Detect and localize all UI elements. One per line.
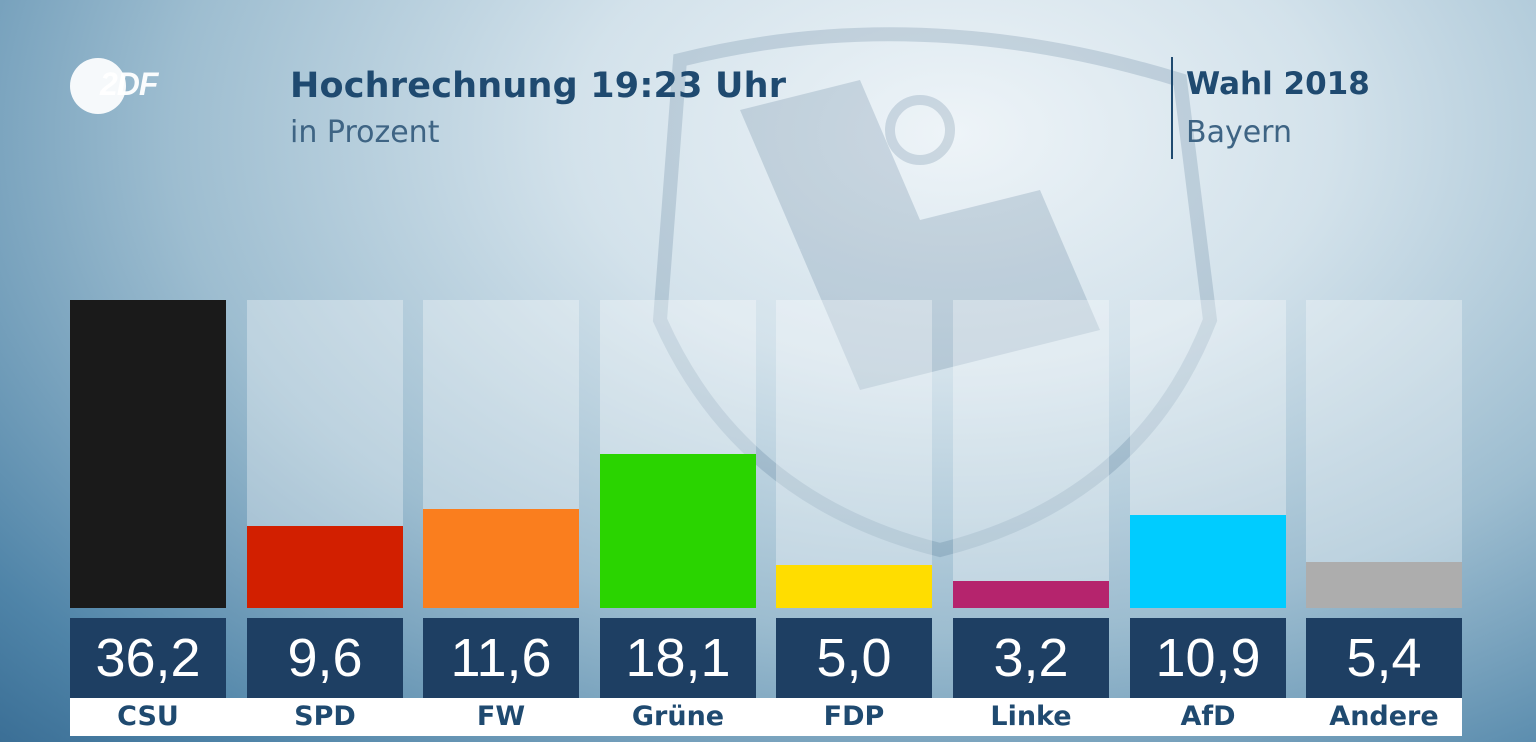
bar-grüne (600, 454, 756, 608)
chart-title: Hochrechnung 19:23 Uhr (290, 66, 787, 106)
bar-track (1130, 300, 1286, 608)
bar-track (423, 300, 579, 608)
bar-linke (953, 581, 1109, 608)
category-label-grüne: Grüne (600, 698, 756, 736)
value-label-grüne: 18,1 (600, 618, 756, 698)
bar-afd (1130, 515, 1286, 608)
bar-andere (1306, 562, 1462, 608)
bar-track (247, 300, 403, 608)
value-label-linke: 3,2 (953, 618, 1109, 698)
zdf-logo-circle (70, 58, 126, 114)
zdf-logo-text: 2DF (100, 66, 158, 102)
bar-track (776, 300, 932, 608)
bar-fw (423, 509, 579, 608)
category-label-spd: SPD (247, 698, 403, 736)
bar-track (1306, 300, 1462, 608)
category-label-fdp: FDP (776, 698, 932, 736)
category-label-csu: CSU (70, 698, 226, 736)
value-label-andere: 5,4 (1306, 618, 1462, 698)
category-label-linke: Linke (953, 698, 1109, 736)
category-label-fw: FW (423, 698, 579, 736)
category-label-afd: AfD (1130, 698, 1286, 736)
bar-track (953, 300, 1109, 608)
header-divider (1171, 57, 1173, 159)
election-name: Wahl 2018 (1186, 66, 1370, 102)
value-label-fw: 11,6 (423, 618, 579, 698)
value-label-spd: 9,6 (247, 618, 403, 698)
value-label-fdp: 5,0 (776, 618, 932, 698)
chart-subtitle: in Prozent (290, 115, 440, 150)
zdf-logo: 2DF (70, 58, 180, 116)
value-label-afd: 10,9 (1130, 618, 1286, 698)
value-label-csu: 36,2 (70, 618, 226, 698)
bar-track (600, 300, 756, 608)
category-label-andere: Andere (1306, 698, 1462, 736)
bar-spd (247, 526, 403, 608)
bar-track (70, 300, 226, 608)
region-name: Bayern (1186, 115, 1292, 150)
bar-fdp (776, 565, 932, 608)
bar-csu (70, 300, 226, 608)
